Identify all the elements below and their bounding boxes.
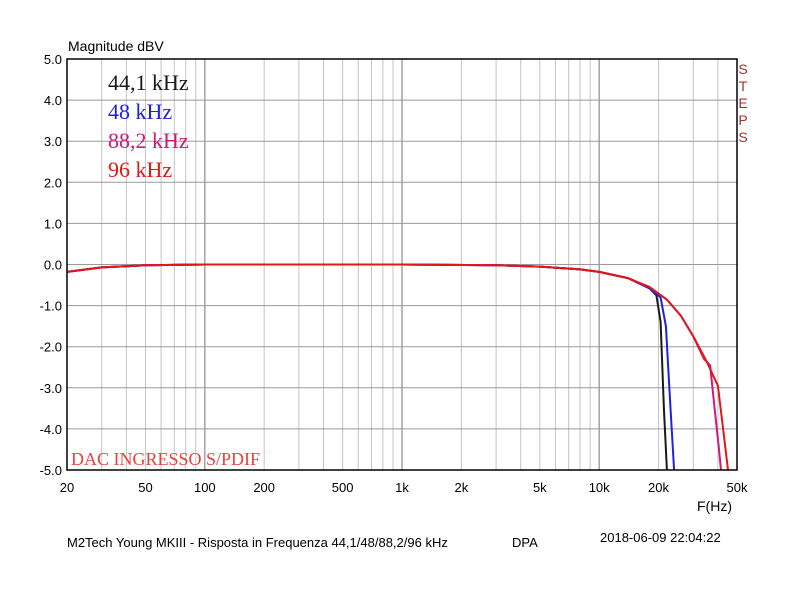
x-tick-label: 500: [332, 480, 354, 495]
y-tick-label: 0.0: [44, 258, 62, 273]
y-tick-label: 3.0: [44, 134, 62, 149]
y-tick-label: -5.0: [40, 463, 62, 478]
axes: 5.0 4.0 3.0 2.0 1.0 0.0 -1.0 -2.0 -3.0 -4.0 -5.0 20…: [40, 52, 748, 495]
x-tick-label: 10k: [589, 480, 610, 495]
y-tick-label: 4.0: [44, 93, 62, 108]
chart-caption: M2Tech Young MKIII - Risposta in Frequen…: [67, 535, 448, 550]
x-tick-label: 5k: [533, 480, 547, 495]
y-tick-label: -4.0: [40, 422, 62, 437]
dpa-label: DPA: [512, 535, 538, 550]
y-tick-label: -3.0: [40, 381, 62, 396]
series-line: [66, 263, 729, 471]
series-line: [66, 263, 668, 471]
y-tick-label: 5.0: [44, 52, 62, 67]
y-tick-label: 1.0: [44, 216, 62, 231]
x-tick-label: 1k: [395, 480, 409, 495]
x-tick-label: 50: [138, 480, 152, 495]
y-axis-label: Magnitude dBV: [68, 38, 164, 54]
x-tick-label: 2k: [454, 480, 468, 495]
legend: 44,1 kHz 48 kHz 88,2 kHz 96 kHz: [108, 68, 189, 184]
x-tick-label: 100: [194, 480, 216, 495]
input-note: DAC INGRESSO S/PDIF: [71, 449, 261, 469]
timestamp: 2018-06-09 22:04:22: [600, 530, 721, 545]
y-tick-label: -1.0: [40, 299, 62, 314]
x-tick-label: 20k: [648, 480, 669, 495]
plot-frame: [66, 58, 738, 471]
x-axis-label: F(Hz): [697, 498, 732, 514]
legend-item-44-1: 44,1 kHz: [108, 70, 189, 95]
legend-item-88-2: 88,2 kHz: [108, 128, 189, 153]
legend-item-48: 48 kHz: [108, 99, 173, 124]
x-tick-label: 20: [60, 480, 74, 495]
y-tick-label: -2.0: [40, 340, 62, 355]
series-line: [66, 263, 722, 471]
y-tick-label: 2.0: [44, 175, 62, 190]
x-tick-label: 50k: [727, 480, 748, 495]
series-group: [66, 263, 729, 471]
legend-item-96: 96 kHz: [108, 157, 173, 182]
series-line: [66, 263, 676, 471]
x-tick-label: 200: [253, 480, 275, 495]
